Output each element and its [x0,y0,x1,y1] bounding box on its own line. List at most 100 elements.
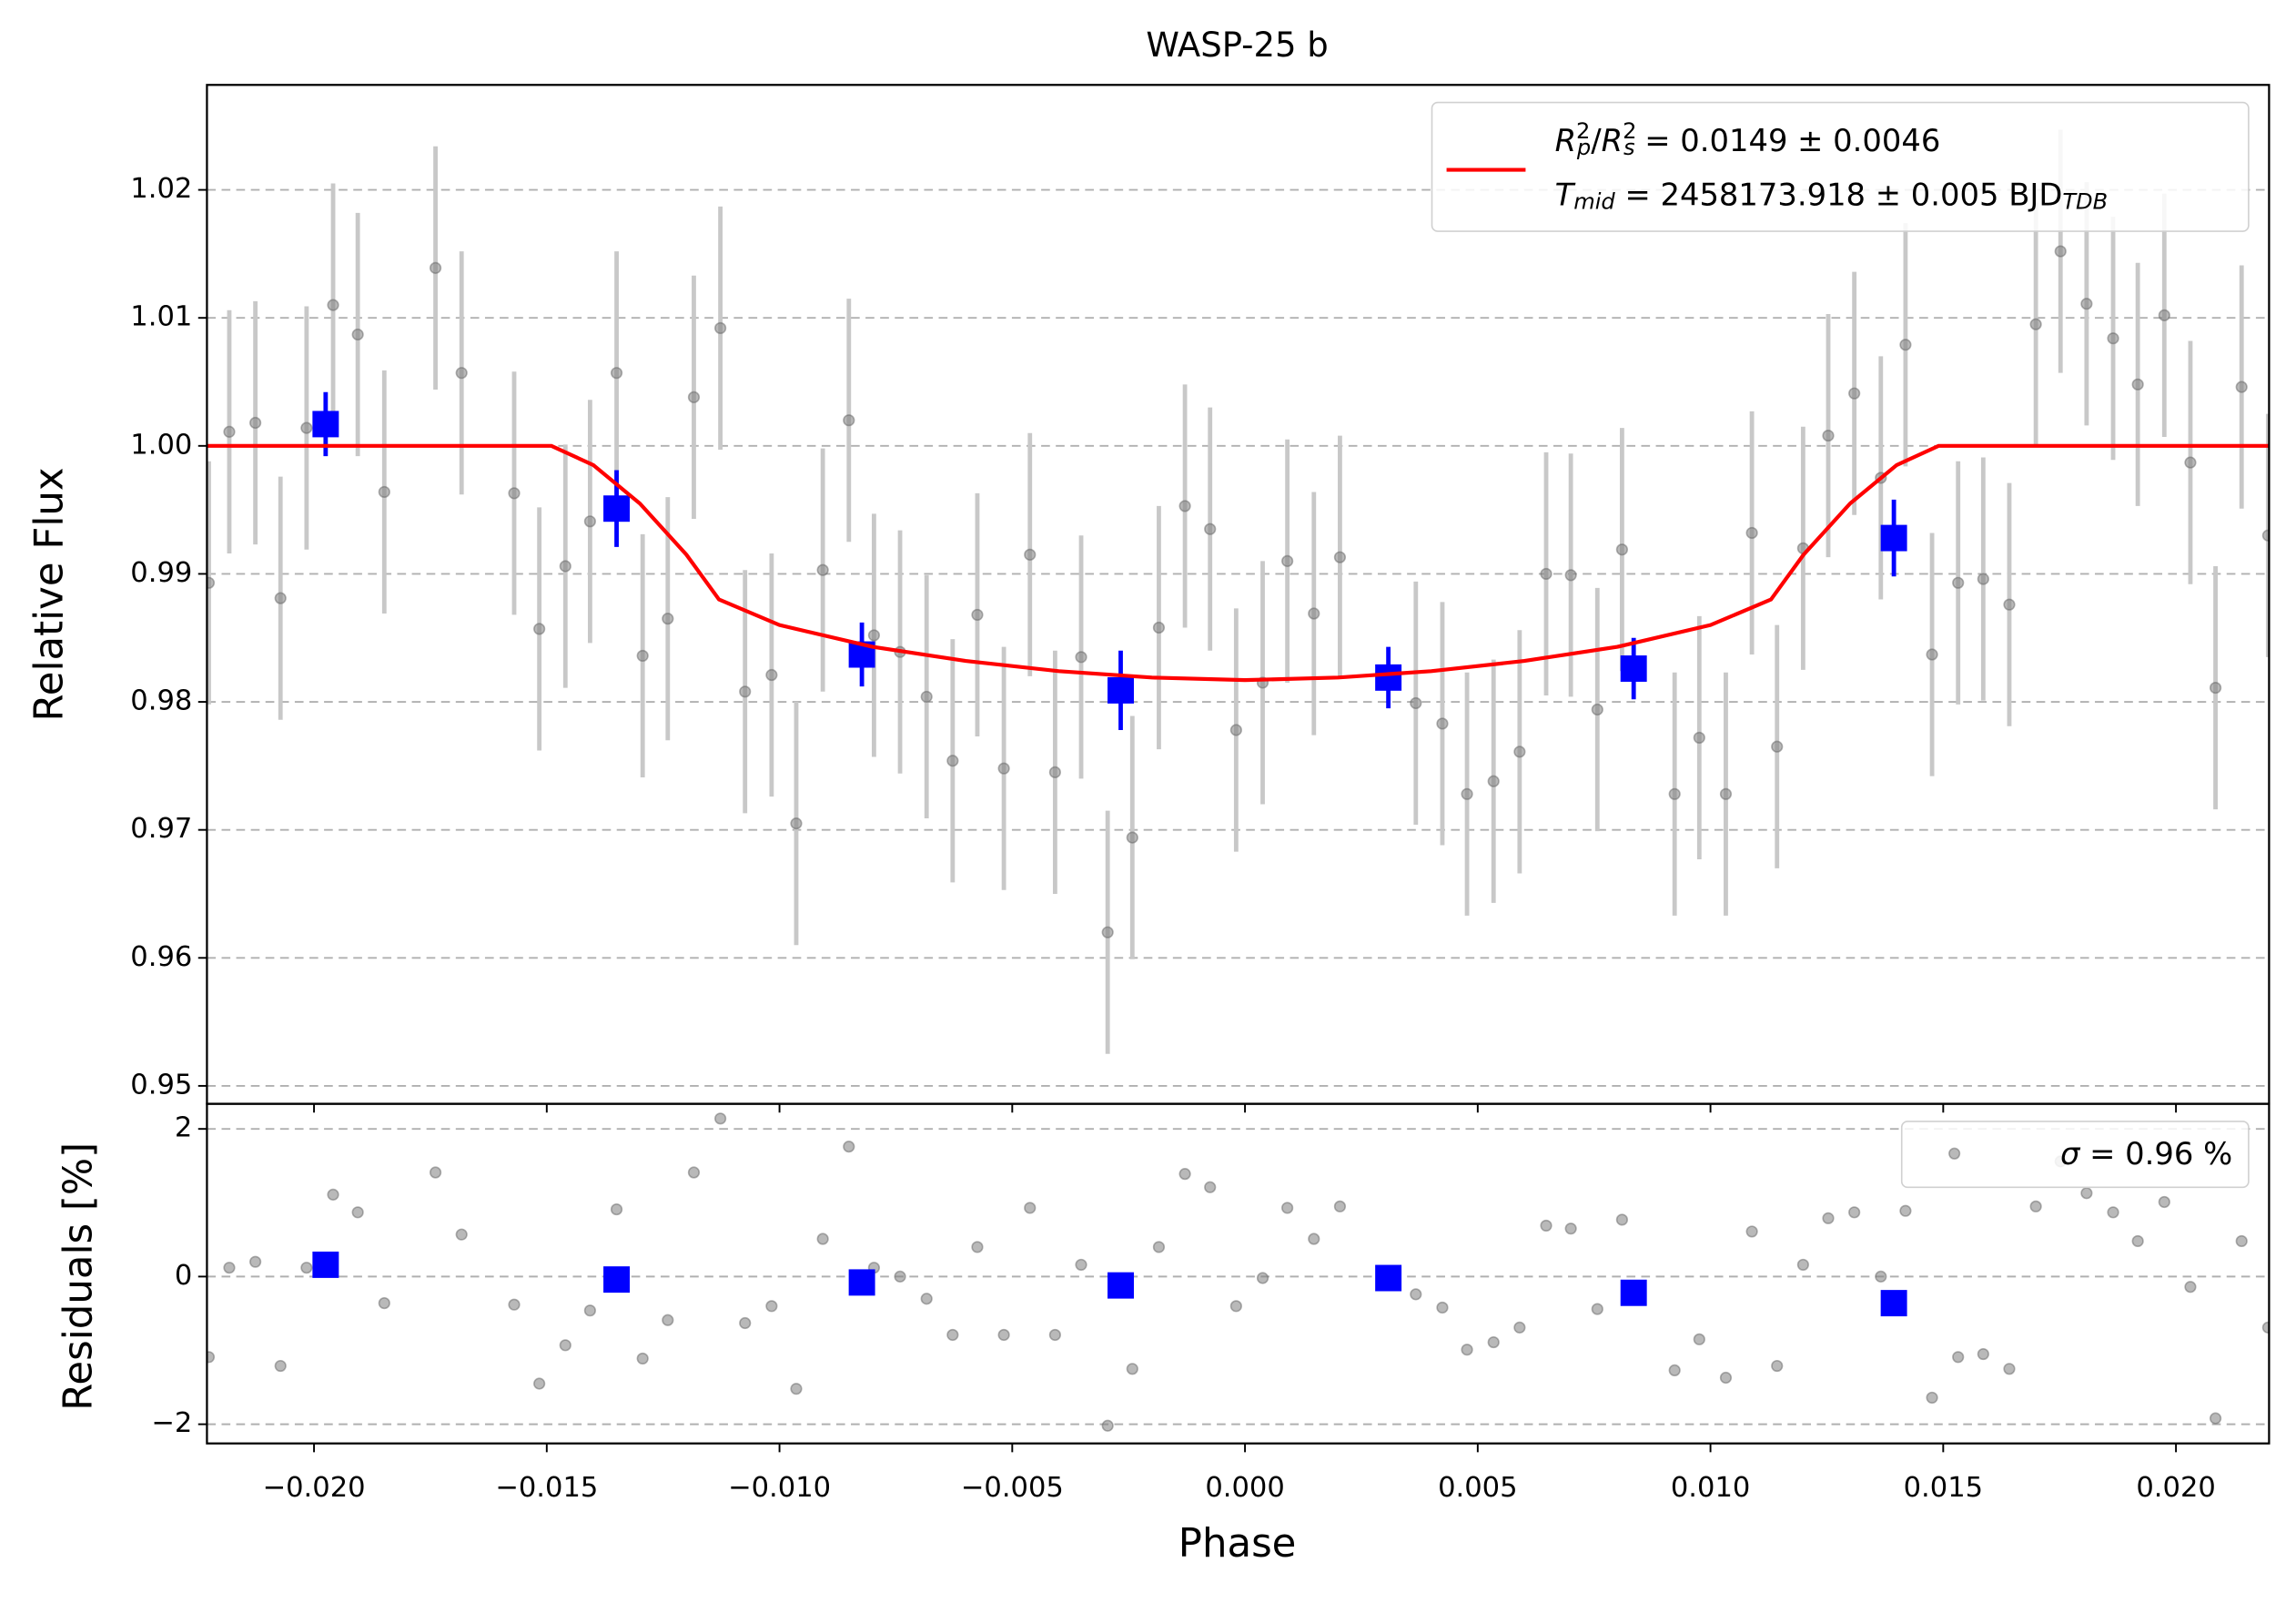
binned-point [1880,524,1907,552]
residual-point [1048,1328,1061,1342]
legend-text-part: = 0.96 % [2079,1135,2232,1171]
residual-point [351,1206,364,1219]
residual-point [1075,1258,1087,1272]
data-point [455,367,468,380]
binned-residual [1375,1264,1402,1292]
data-point [1024,548,1037,561]
legend-marker [1948,1147,1961,1160]
residual-point [1926,1391,1938,1405]
y-axis-label: Relative Flux [26,467,72,721]
data-point [971,608,984,622]
residual-point [894,1270,906,1283]
legend-text-part: = 0.0149 ± 0.0046 [1635,122,1941,157]
residual-point [2235,1234,2248,1248]
y-tick-label: 0.98 [130,685,192,717]
data-point [946,755,959,767]
x-tick-label: 0.000 [1205,1472,1284,1504]
data-point [207,576,216,589]
binned-point [1375,664,1402,691]
legend-label: Tmid = 2458173.918 ± 0.005 BJDTDB [1555,177,2109,215]
y-tick-label: 0.95 [130,1069,192,1101]
data-point [1152,621,1166,634]
residual-point [1308,1233,1320,1245]
model-line [207,443,2270,683]
data-point [714,321,727,335]
residual-point [1333,1200,1347,1212]
legend-label: R2 p/R2 s = 0.0149 ± 0.0046 [1555,118,1941,160]
data-point [2107,332,2119,345]
data-point [843,414,855,427]
residual-point [1693,1333,1705,1345]
legend-text-part: T [1555,177,1576,212]
residual-point [1229,1300,1242,1313]
data-point [1101,926,1114,938]
legend-text-part: R [1602,122,1623,157]
data-point [816,563,829,576]
residual-point [997,1328,1010,1342]
residual-point [2003,1363,2016,1375]
data-point [429,261,442,274]
residual-point [1487,1335,1500,1349]
data-point [867,629,880,642]
data-point [1668,787,1681,800]
residual-point [249,1255,262,1268]
legend-text-part: s [1623,135,1635,160]
data-point [2131,378,2144,391]
residual-point [1771,1359,1784,1373]
legend-text-part: 2 [1623,118,1636,144]
data-point [1693,731,1705,745]
residual-point [1256,1272,1269,1284]
residual-point [1126,1363,1138,1375]
residual-point [2131,1234,2144,1248]
data-point [1848,387,1861,400]
y-tick-label: 2 [175,1112,192,1144]
residual-point [455,1228,468,1241]
data-point [765,668,778,682]
y-tick-label: 1.00 [130,429,192,461]
residual-point [610,1202,623,1216]
residual-point [1540,1219,1553,1233]
x-tick-label: −0.020 [263,1472,366,1504]
residual-point [2080,1187,2093,1200]
data-point [1178,500,1191,512]
residual-point [765,1300,778,1313]
data-point [327,299,339,311]
data-point [583,515,596,528]
top-plot [207,129,2270,1087]
legend-text-part: = 2458173.918 ± 0.005 BJD [1615,177,2063,212]
residual-point [1178,1168,1191,1181]
residual-point [378,1297,390,1310]
legend-text-part: / [1591,122,1602,157]
y-tick-label: −2 [151,1407,192,1439]
residual-point [790,1383,803,1395]
residual-point [1952,1351,1965,1364]
legend-text-part: σ [2060,1135,2081,1171]
binned-residual [1108,1272,1134,1299]
binned-residual [1620,1279,1647,1306]
data-point [1564,569,1577,582]
data-point [1048,766,1061,778]
y-tick-label: 0.99 [130,557,192,589]
plot-frame [206,1102,2271,1445]
chart-title: WASP-25 b [1146,25,1328,65]
data-point [1075,651,1087,664]
legend-text-part: p [1576,135,1591,160]
residual-point [1848,1206,1861,1219]
residual-point [583,1304,596,1317]
data-point [610,367,623,380]
residual-point [1101,1419,1114,1432]
data-point [2080,298,2093,310]
residual-point [739,1316,752,1330]
data-point [2054,245,2067,258]
residual-point [662,1314,674,1326]
binned-residual [312,1251,339,1278]
data-point [559,560,571,573]
data-point [739,685,752,698]
residual-point [1410,1288,1422,1301]
residual-point [687,1166,701,1179]
residual-point [1513,1321,1526,1334]
y-tick-label: 1.01 [130,301,192,333]
data-point [1513,746,1526,758]
data-point [1126,831,1138,844]
